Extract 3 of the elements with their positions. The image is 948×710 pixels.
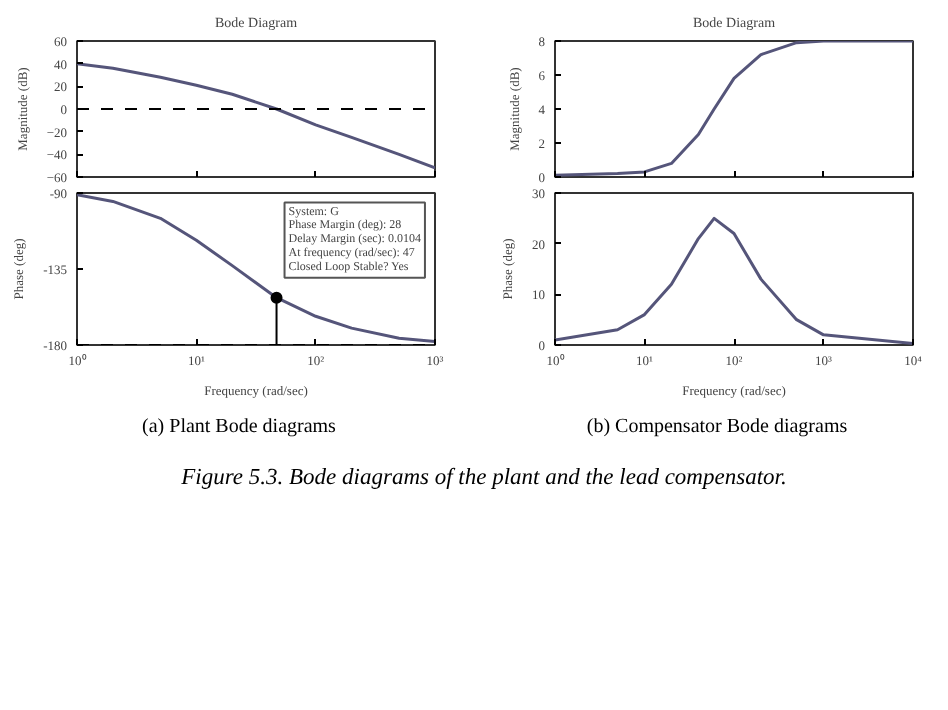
- text: (a) Plant Bode diagrams: [142, 414, 336, 442]
- caption: Figure 5.3. Bode diagrams of the plant and the lead compensator.: [181, 464, 787, 494]
- text: (b) Compensator Bode diagrams: [586, 414, 848, 442]
